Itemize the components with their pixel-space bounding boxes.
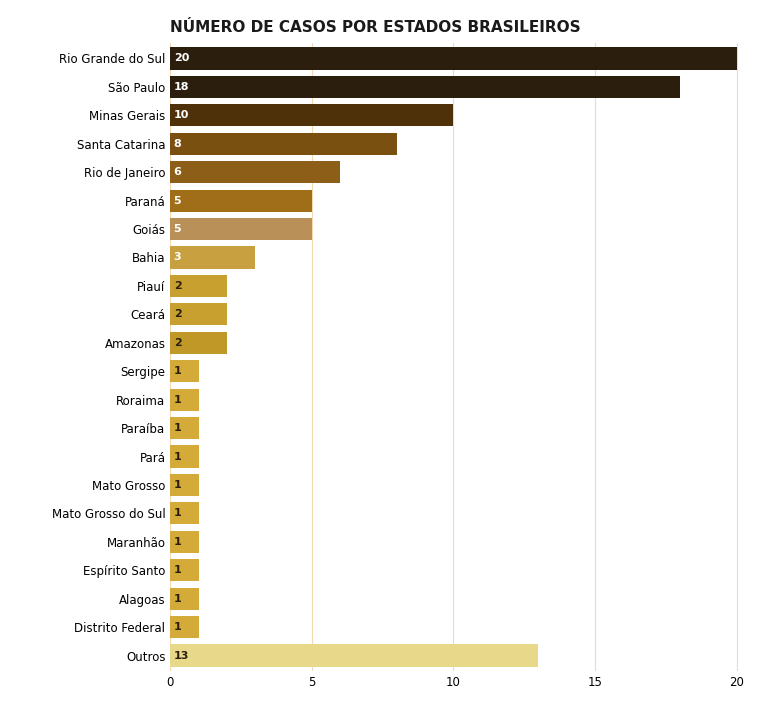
Bar (170, 474, 199, 496)
Bar (170, 275, 227, 297)
Text: 2: 2 (173, 338, 181, 348)
Bar (170, 133, 397, 155)
Bar (170, 531, 199, 553)
Text: 1: 1 (173, 395, 181, 405)
Bar (170, 616, 199, 638)
Text: 13: 13 (173, 650, 189, 660)
Bar (170, 502, 199, 525)
Bar (170, 76, 680, 98)
Text: 1: 1 (173, 366, 181, 376)
Text: 1: 1 (173, 565, 181, 575)
Text: 5: 5 (173, 224, 181, 234)
Text: 20: 20 (173, 54, 189, 64)
Text: 8: 8 (173, 139, 181, 149)
Text: 1: 1 (173, 508, 181, 518)
Text: 5: 5 (173, 196, 181, 206)
Text: 1: 1 (173, 451, 181, 461)
Bar (170, 360, 199, 382)
Text: 1: 1 (173, 480, 181, 490)
Text: 18: 18 (173, 82, 189, 92)
Bar (170, 645, 539, 667)
Text: 3: 3 (173, 253, 181, 263)
Text: 1: 1 (173, 622, 181, 632)
Bar (170, 417, 199, 439)
Bar (170, 303, 227, 326)
Bar (170, 104, 454, 126)
Bar (170, 332, 227, 354)
Bar (170, 246, 255, 268)
Text: 1: 1 (173, 537, 181, 547)
Text: 2: 2 (173, 309, 181, 319)
Text: 10: 10 (173, 111, 189, 121)
Bar (170, 218, 312, 240)
Text: 6: 6 (173, 167, 182, 177)
Bar (170, 47, 737, 69)
Bar (170, 189, 312, 212)
Text: 1: 1 (173, 423, 181, 433)
Bar (170, 559, 199, 581)
Bar (170, 388, 199, 411)
Text: 1: 1 (173, 593, 181, 603)
Bar (170, 588, 199, 610)
Bar (170, 161, 341, 183)
Bar (170, 446, 199, 468)
Text: NÚMERO DE CASOS POR ESTADOS BRASILEIROS: NÚMERO DE CASOS POR ESTADOS BRASILEIROS (170, 20, 581, 35)
Text: 2: 2 (173, 281, 181, 291)
